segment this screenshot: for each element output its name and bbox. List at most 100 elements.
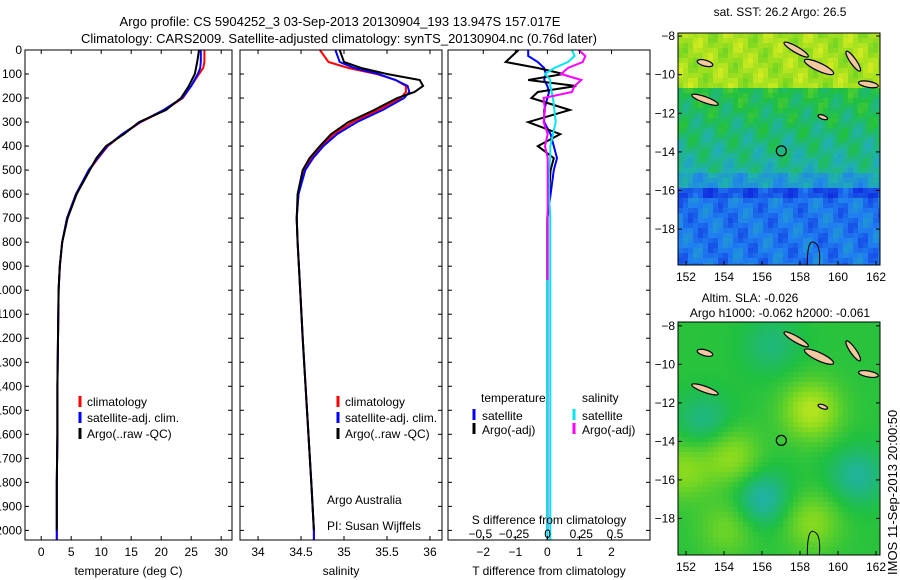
map-cell	[688, 507, 693, 512]
lat-tick-label: −8	[661, 29, 675, 43]
map-cell	[823, 402, 828, 407]
map-cell	[803, 183, 808, 188]
map-cell	[758, 347, 763, 352]
map-cell	[708, 537, 713, 542]
map-cell	[703, 248, 708, 253]
map-cell	[808, 527, 813, 532]
map-cell	[683, 492, 688, 497]
map-cell	[848, 168, 853, 173]
map-cell	[708, 402, 713, 407]
map-cell	[803, 467, 808, 472]
map-cell	[843, 58, 848, 63]
map-cell	[778, 173, 783, 178]
depth-tick-label: 100	[2, 67, 22, 81]
map-cell	[798, 497, 803, 502]
map-cell	[718, 98, 723, 103]
map-cell	[793, 417, 798, 422]
map-cell	[733, 467, 738, 472]
map-cell	[783, 342, 788, 347]
map-cell	[698, 53, 703, 58]
map-cell	[758, 163, 763, 168]
map-cell	[753, 512, 758, 517]
map-cell	[853, 412, 858, 417]
map-cell	[788, 527, 793, 532]
map-cell	[818, 482, 823, 487]
map-cell	[723, 133, 728, 138]
map-cell	[798, 68, 803, 73]
map-cell	[678, 412, 683, 417]
map-cell	[838, 412, 843, 417]
map-cell	[748, 402, 753, 407]
map-cell	[688, 68, 693, 73]
map-cell	[713, 143, 718, 148]
map-cell	[838, 38, 843, 43]
map-cell	[863, 332, 868, 337]
map-cell	[778, 88, 783, 93]
map-cell	[793, 128, 798, 133]
map-cell	[838, 48, 843, 53]
map-cell	[773, 43, 778, 48]
map-cell	[718, 437, 723, 442]
x-tick-label: 1	[576, 545, 583, 559]
map-cell	[678, 427, 683, 432]
map-cell	[688, 88, 693, 93]
map-cell	[798, 78, 803, 83]
map-cell	[693, 527, 698, 532]
map-cell	[713, 123, 718, 128]
map-cell	[828, 462, 833, 467]
map-cell	[833, 233, 838, 238]
map-cell	[713, 158, 718, 163]
map-cell	[848, 522, 853, 527]
map-cell	[873, 118, 878, 123]
map-cell	[783, 33, 788, 38]
map-cell	[693, 327, 698, 332]
map-cell	[828, 532, 833, 537]
map-cell	[798, 492, 803, 497]
map-cell	[823, 457, 828, 462]
map-cell	[793, 223, 798, 228]
map-cell	[843, 88, 848, 93]
map-cell	[793, 542, 798, 547]
map-cell	[753, 153, 758, 158]
map-cell	[693, 218, 698, 223]
map-cell	[863, 43, 868, 48]
map-cell	[858, 168, 863, 173]
map-cell	[813, 417, 818, 422]
map-cell	[718, 248, 723, 253]
map-cell	[873, 417, 878, 422]
map-cell	[773, 452, 778, 457]
map-cell	[878, 138, 880, 143]
map-cell	[688, 357, 693, 362]
map-cell	[703, 138, 708, 143]
map-cell	[853, 372, 858, 377]
map-cell	[718, 527, 723, 532]
island-coastline	[803, 348, 835, 365]
map-cell	[768, 402, 773, 407]
map-cell	[793, 178, 798, 183]
map-cell	[743, 477, 748, 482]
map-cell	[768, 208, 773, 213]
map-cell	[738, 263, 743, 265]
map-cell	[703, 108, 708, 113]
map-cell	[758, 337, 763, 342]
map-cell	[858, 417, 863, 422]
map-cell	[738, 432, 743, 437]
map-cell	[818, 193, 823, 198]
map-cell	[688, 213, 693, 218]
map-cell	[753, 527, 758, 532]
axes-box	[24, 49, 233, 541]
map-cell	[693, 377, 698, 382]
legend-label: satellite-adj. clim.	[87, 411, 179, 425]
map-cell	[778, 223, 783, 228]
map-cell	[768, 517, 773, 522]
map-cell	[803, 138, 808, 143]
axes-box	[447, 49, 651, 541]
map-cell	[868, 497, 873, 502]
map-cell	[753, 43, 758, 48]
map-cell	[678, 377, 683, 382]
map-cell	[793, 153, 798, 158]
map-cell	[813, 477, 818, 482]
map-cell	[773, 422, 778, 427]
map-cell	[843, 258, 848, 263]
map-cell	[783, 133, 788, 138]
